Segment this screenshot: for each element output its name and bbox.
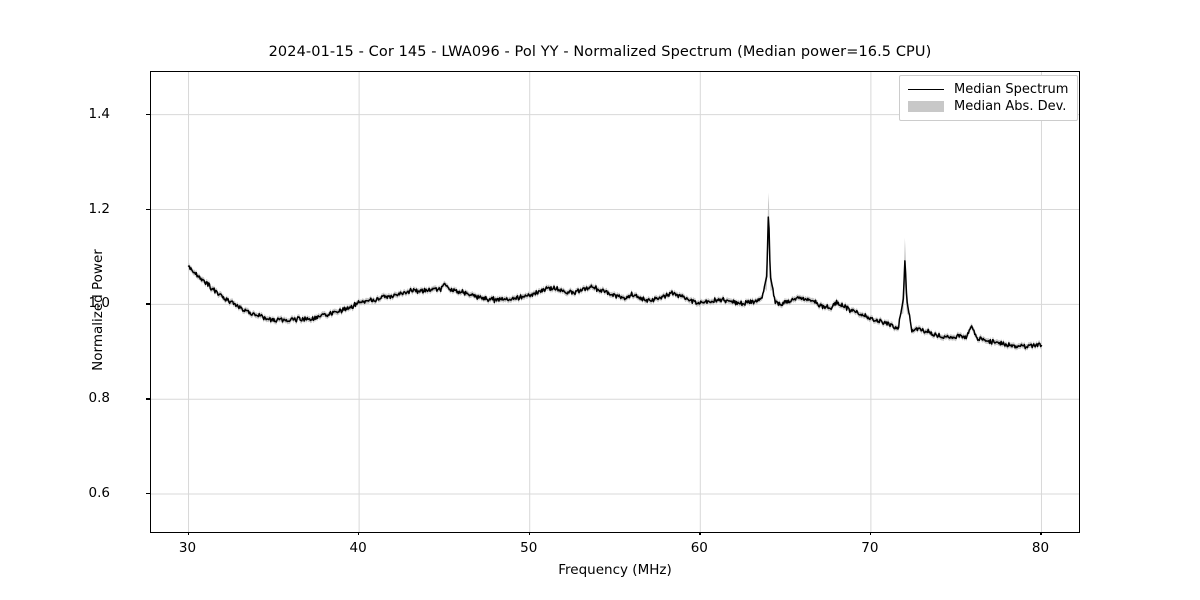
gridlines <box>151 72 1079 532</box>
median-abs-dev-band <box>188 192 1042 352</box>
median-spectrum-line <box>187 216 1043 350</box>
y-tick-label: 0.6 <box>88 485 110 502</box>
x-tick-mark <box>528 531 530 535</box>
legend-label-median-abs-dev: Median Abs. Dev. <box>954 99 1067 114</box>
y-tick-mark <box>146 398 150 400</box>
x-tick-mark <box>187 531 189 535</box>
x-tick-mark <box>358 531 360 535</box>
legend-item-median-abs-dev[interactable]: Median Abs. Dev. <box>908 98 1068 115</box>
y-tick-label: 0.8 <box>88 390 110 407</box>
y-tick-label: 1.4 <box>88 105 110 122</box>
y-tick-mark <box>146 303 150 305</box>
y-tick-mark <box>146 493 150 495</box>
x-axis-label: Frequency (MHz) <box>558 562 672 578</box>
x-tick-label: 30 <box>178 540 197 556</box>
y-tick-mark <box>146 208 150 210</box>
x-tick-label: 40 <box>349 540 367 556</box>
x-tick-mark <box>1040 531 1042 535</box>
x-tick-label: 80 <box>1031 540 1050 556</box>
y-tick-label: 1.0 <box>88 295 110 312</box>
legend-box[interactable]: Median Spectrum Median Abs. Dev. <box>899 75 1079 121</box>
y-tick-mark <box>146 113 150 115</box>
legend-line-swatch-icon <box>908 89 944 90</box>
page-title: 2024-01-15 - Cor 145 - LWA096 - Pol YY -… <box>268 44 932 60</box>
legend-label-median-spectrum: Median Spectrum <box>954 82 1069 97</box>
spectrum-plot-svg <box>151 72 1079 532</box>
x-tick-label: 60 <box>690 540 708 556</box>
legend-patch-swatch-icon <box>908 101 944 112</box>
plot-area <box>150 71 1080 533</box>
y-tick-label: 1.2 <box>88 200 110 217</box>
x-tick-mark <box>869 531 872 535</box>
x-tick-label: 50 <box>520 540 538 556</box>
legend-item-median-spectrum[interactable]: Median Spectrum <box>908 81 1068 98</box>
x-tick-label: 70 <box>861 540 879 556</box>
x-tick-mark <box>699 531 701 535</box>
